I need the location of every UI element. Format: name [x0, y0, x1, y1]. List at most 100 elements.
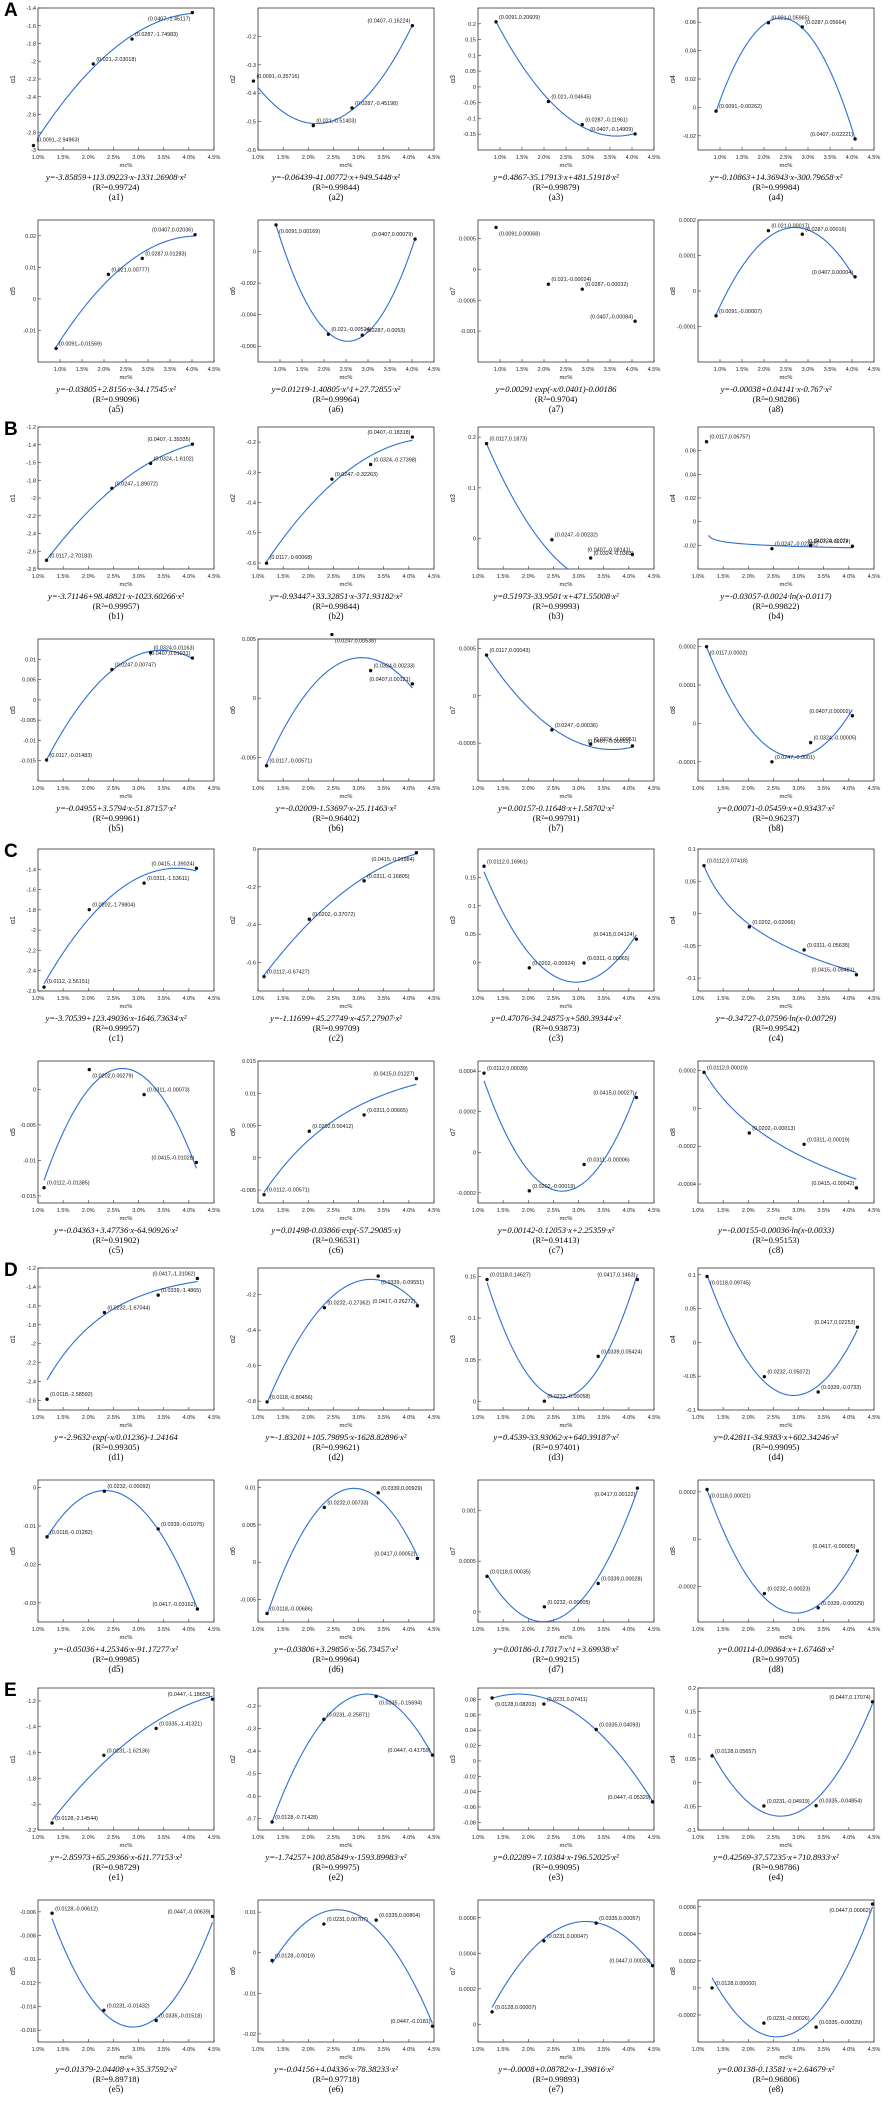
- data-label: (0.0415,-0.09481): [812, 968, 855, 974]
- data-label: (0.0407,-1.45117): [148, 17, 191, 23]
- x-tick-label: 3.5%: [597, 1835, 610, 1841]
- x-tick-label: 4.5%: [428, 155, 441, 161]
- x-tick-label: 3.0%: [582, 367, 595, 373]
- x-tick-label: 3.0%: [132, 1835, 145, 1841]
- x-tick-label: 4.5%: [868, 1208, 881, 1214]
- x-tick-label: 1.0%: [252, 786, 265, 792]
- x-tick-label: 4.5%: [648, 1627, 661, 1633]
- data-label: (0.0232,-0.27362): [327, 1301, 370, 1307]
- x-tick-label: 4.5%: [868, 786, 881, 792]
- data-point: [542, 1605, 547, 1609]
- scatter-plot: 1.0% 1.5% 2.0% 2.5% 3.0% 3.5% 4.0% 4.5% mc% -0.2 -…: [230, 1687, 440, 1849]
- x-tick-label: 1.0%: [252, 574, 265, 580]
- y-tick-label: 0.0002: [679, 1068, 696, 1074]
- data-point: [490, 1696, 494, 1700]
- data-label: (0.0407,0.00004): [812, 270, 853, 276]
- data-label: (0.0447,-0.05329): [608, 1795, 651, 1801]
- y-tick-label: 0.005: [242, 637, 256, 643]
- x-axis-label: mc%: [560, 794, 573, 800]
- y-tick-label: 0: [253, 696, 256, 702]
- y-tick-label: 0.0001: [679, 254, 696, 260]
- x-tick-label: 4.0%: [402, 996, 415, 1002]
- y-axis-label: α8: [670, 1547, 677, 1555]
- x-axis-label: mc%: [340, 163, 353, 169]
- y-tick-label: -2.2: [26, 1828, 36, 1834]
- x-tick-label: 2.5%: [327, 996, 340, 1002]
- y-tick-label: -2.2: [26, 77, 36, 83]
- scatter-plot: 1.0% 1.5% 2.0% 2.5% 3.0% 3.5% 4.0% 4.5% mc% 0.15 0…: [450, 1267, 661, 1429]
- y-axis-label: α2: [230, 494, 237, 502]
- x-tick-label: 4.5%: [208, 1208, 221, 1214]
- r-squared: (R²=0.95153): [752, 1235, 800, 1245]
- y-tick-label: -0.7: [246, 1817, 256, 1823]
- fit-curve: [271, 1693, 433, 1822]
- scatter-plot: 1.0% 1.5% 2.0% 2.5% 3.0% 3.5% 4.0% 4.5% mc% 0.01 0…: [230, 1899, 441, 2061]
- panel-group-a: A 1.0% 1.5% 2.0% 2.5% 3.0% 3.5% 4.0% 4.5% mc% -1.4…: [0, 0, 888, 422]
- x-axis-label: mc%: [780, 1843, 793, 1849]
- scatter-plot: 1.0% 1.5% 2.0% 2.5% 3.0% 3.5% 4.0% 4.5% mc% 0.06 0…: [670, 426, 880, 588]
- data-point: [190, 442, 195, 446]
- x-tick-label: 2.5%: [547, 786, 560, 792]
- y-tick-label: 0: [473, 1610, 476, 1616]
- y-tick-label: 0.1: [688, 1733, 696, 1739]
- data-label: (0.0407,0.00002): [809, 709, 850, 715]
- data-point: [42, 1186, 46, 1190]
- data-label: (0.0447,-1.18653): [168, 1692, 211, 1698]
- data-label: (0.0335,-0.04854): [819, 1799, 862, 1805]
- panel-group-e: E 1.0% 1.5% 2.0% 2.5% 3.0% 3.5% 4.0% 4.5% mc% -1.2…: [0, 1680, 888, 2102]
- y-tick-label: -1.4: [26, 443, 36, 449]
- y-tick-label: -0.2: [246, 1293, 256, 1299]
- x-tick-label: 3.5%: [377, 2047, 390, 2053]
- data-label: (0.0231,0.00707): [327, 1917, 368, 1923]
- x-tick-label: 2.5%: [780, 155, 793, 161]
- x-tick-label: 1.0%: [472, 1627, 485, 1633]
- x-tick-label: 1.0%: [472, 1835, 485, 1841]
- data-label: (0.021,0.00017): [771, 224, 809, 230]
- x-tick-label: 1.5%: [497, 1627, 510, 1633]
- plot-frame: [257, 1899, 435, 2043]
- scatter-plot: 1.0% 1.5% 2.0% 2.5% 3.0% 3.5% 4.0% 4.5% mc% 0.15 0…: [450, 848, 660, 1010]
- subplot-panel: 1.0% 1.5% 2.0% 2.5% 3.0% 3.5% 4.0% 4.5% mc% 0.000…: [668, 633, 884, 833]
- y-tick-label: -0.005: [240, 1188, 256, 1194]
- data-label: (0.021,-0.04645): [551, 95, 591, 101]
- group-label: E: [4, 1680, 17, 1701]
- panel-id: (b3): [548, 611, 564, 621]
- x-tick-label: 4.5%: [428, 2047, 441, 2053]
- scatter-plot: 1.0% 1.5% 2.0% 2.5% 3.0% 3.5% 4.0% 4.5% mc% 0.2 0.…: [670, 1686, 880, 1849]
- fit-curve: [266, 657, 413, 765]
- fit-equation: y=0.01379-2.04408·x+35.37592·x²: [55, 2064, 177, 2074]
- r-squared: (R²=0.98729): [92, 1862, 140, 1872]
- fit-curve: [703, 1071, 857, 1180]
- x-tick-label: 4.0%: [402, 2047, 415, 2053]
- x-tick-label: 2.0%: [742, 2047, 755, 2053]
- fit-curve: [706, 1489, 858, 1614]
- data-label: (0.0407,-0.16224): [368, 19, 411, 25]
- data-label: (0.0112,0.00019): [707, 1065, 748, 1071]
- x-tick-label: 3.5%: [817, 574, 830, 580]
- y-tick-label: 0.0006: [459, 1916, 476, 1922]
- r-squared: (R²=0.99542): [752, 1023, 800, 1033]
- subplot-panel: 1.0% 1.5% 2.0% 2.5% 3.0% 3.5% 4.0% 4.5% mc% -0.2 -…: [228, 1682, 444, 1882]
- subplot-panel: 1.0% 1.5% 2.0% 2.5% 3.0% 3.5% 4.0% 4.5% mc% 0.01 0…: [228, 1474, 444, 1674]
- data-point: [265, 1400, 269, 1404]
- data-point: [322, 1505, 327, 1510]
- scatter-plot: 1.0% 1.5% 2.0% 2.5% 3.0% 3.5% 4.0% 4.5% mc% 0.000…: [450, 1060, 660, 1222]
- x-axis-label: mc%: [780, 1004, 793, 1010]
- plot-frame: [257, 426, 435, 570]
- data-point: [814, 2025, 818, 2029]
- data-label: (0.0128,0.00000): [715, 1981, 756, 1987]
- plot-frame: [257, 1267, 435, 1411]
- scatter-plot: 1.0% 1.5% 2.0% 2.5% 3.0% 3.5% 4.0% 4.5% mc% -0.2 -…: [230, 1267, 440, 1429]
- x-tick-label: 4.5%: [648, 1415, 661, 1421]
- x-tick-label: 1.5%: [57, 996, 70, 1002]
- data-label: (0.0232,-1.67044): [107, 1306, 150, 1312]
- y-tick-label: -0.02: [23, 1562, 36, 1568]
- data-point: [322, 1922, 326, 1926]
- panel-group-b: B 1.0% 1.5% 2.0% 2.5% 3.0% 3.5% 4.0% 4.5% mc% -1.2…: [0, 419, 888, 841]
- data-label: (0.0091,-2.94963): [36, 138, 79, 144]
- y-tick-label: 0.0002: [459, 1987, 476, 1993]
- x-tick-label: 1.0%: [54, 367, 67, 373]
- data-point: [156, 1527, 160, 1531]
- x-tick-label: 3.0%: [572, 1627, 585, 1633]
- data-point: [800, 25, 804, 29]
